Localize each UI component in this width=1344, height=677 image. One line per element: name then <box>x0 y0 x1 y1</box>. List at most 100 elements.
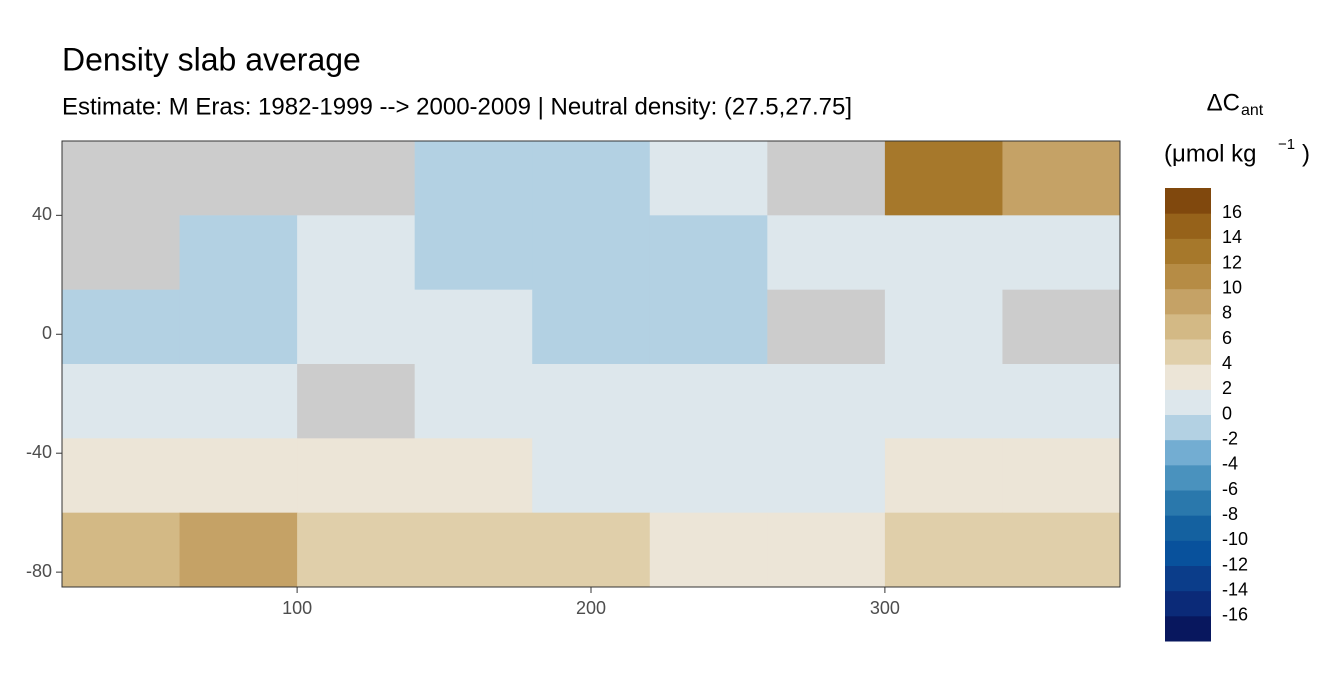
x-tick-label: 200 <box>576 598 606 618</box>
colorbar-label: 0 <box>1222 403 1232 423</box>
cell <box>767 512 886 588</box>
colorbar-label: 2 <box>1222 378 1232 398</box>
chart-title: Density slab average <box>62 41 361 77</box>
legend-title: ΔC <box>1207 89 1240 116</box>
legend-title-sub: ant <box>1241 102 1264 119</box>
colorbar-label: 16 <box>1222 202 1242 222</box>
cell <box>767 215 886 291</box>
cell <box>884 141 1003 216</box>
legend-unit: (μmol kg <box>1164 140 1257 167</box>
cell <box>532 289 651 365</box>
cell <box>179 141 298 216</box>
cell <box>532 215 651 291</box>
colorbar-label: 8 <box>1222 303 1232 323</box>
cell <box>297 215 416 291</box>
cell <box>767 364 886 439</box>
colorbar-bin <box>1165 414 1211 441</box>
colorbar-label: 14 <box>1222 227 1242 247</box>
x-tick-label: 100 <box>282 598 312 618</box>
colorbar-bin <box>1165 238 1211 264</box>
colorbar-bin <box>1165 213 1211 239</box>
cell <box>179 512 298 588</box>
cell <box>297 512 416 588</box>
colorbar-bin <box>1165 339 1211 365</box>
colorbar-bin <box>1165 515 1211 541</box>
cell <box>649 438 768 514</box>
cell <box>884 438 1003 514</box>
colorbar-label: -4 <box>1222 454 1238 474</box>
cell <box>532 141 651 216</box>
cell <box>532 438 651 514</box>
cell <box>1002 289 1121 365</box>
colorbar-bin <box>1165 389 1211 415</box>
cell <box>62 289 181 365</box>
cell <box>1002 215 1121 291</box>
cell <box>297 364 416 439</box>
y-tick-label: -40 <box>26 442 52 462</box>
cell <box>414 141 533 216</box>
cell <box>1002 438 1121 514</box>
colorbar-label: -14 <box>1222 579 1248 599</box>
cell <box>649 289 768 365</box>
cell <box>62 438 181 514</box>
cell <box>179 438 298 514</box>
colorbar-label: -2 <box>1222 428 1238 448</box>
cell <box>179 215 298 291</box>
cell <box>649 512 768 588</box>
cell <box>649 141 768 216</box>
legend-unit-sup: −1 <box>1278 136 1295 153</box>
colorbar-bin <box>1165 288 1211 315</box>
colorbar-label: 6 <box>1222 328 1232 348</box>
cell <box>414 512 533 588</box>
colorbar-bin <box>1165 615 1211 642</box>
cell <box>62 512 181 588</box>
colorbar-label: -8 <box>1222 504 1238 524</box>
cell <box>649 364 768 439</box>
colorbar-label: -16 <box>1222 605 1248 625</box>
cell <box>179 364 298 439</box>
y-tick-label: 0 <box>42 323 52 343</box>
colorbar-bin <box>1165 313 1211 340</box>
colorbar-bin <box>1165 590 1211 617</box>
cell <box>62 141 181 216</box>
cell <box>62 215 181 291</box>
cell <box>649 215 768 291</box>
colorbar-bin <box>1165 464 1211 491</box>
cell <box>532 364 651 439</box>
cell <box>767 141 886 216</box>
cell <box>532 512 651 588</box>
colorbar-label: 4 <box>1222 353 1232 373</box>
x-tick-label: 300 <box>870 598 900 618</box>
colorbar-bin <box>1165 490 1211 516</box>
cell <box>414 364 533 439</box>
y-tick-label: 40 <box>32 204 52 224</box>
cell <box>884 215 1003 291</box>
cell <box>884 364 1003 439</box>
colorbar-bin <box>1165 364 1211 390</box>
legend-unit-close: ) <box>1302 140 1310 167</box>
cell <box>767 438 886 514</box>
colorbar-label: -10 <box>1222 529 1248 549</box>
cell <box>884 289 1003 365</box>
colorbar-bin <box>1165 540 1211 566</box>
colorbar-label: -6 <box>1222 479 1238 499</box>
cell <box>1002 141 1121 216</box>
cell <box>1002 512 1121 588</box>
y-tick-label: -80 <box>26 561 52 581</box>
cell <box>297 438 416 514</box>
cell <box>1002 364 1121 439</box>
cell <box>179 289 298 365</box>
cell <box>414 438 533 514</box>
colorbar-label: 10 <box>1222 277 1242 297</box>
colorbar-bin <box>1165 439 1211 466</box>
cell <box>767 289 886 365</box>
colorbar-bin <box>1165 565 1211 592</box>
colorbar-bin <box>1165 188 1211 214</box>
colorbar-bin <box>1165 263 1211 290</box>
cell <box>297 141 416 216</box>
cell <box>884 512 1003 588</box>
cell <box>297 289 416 365</box>
chart-subtitle: Estimate: M Eras: 1982-1999 --> 2000-200… <box>62 93 852 120</box>
cell <box>414 215 533 291</box>
